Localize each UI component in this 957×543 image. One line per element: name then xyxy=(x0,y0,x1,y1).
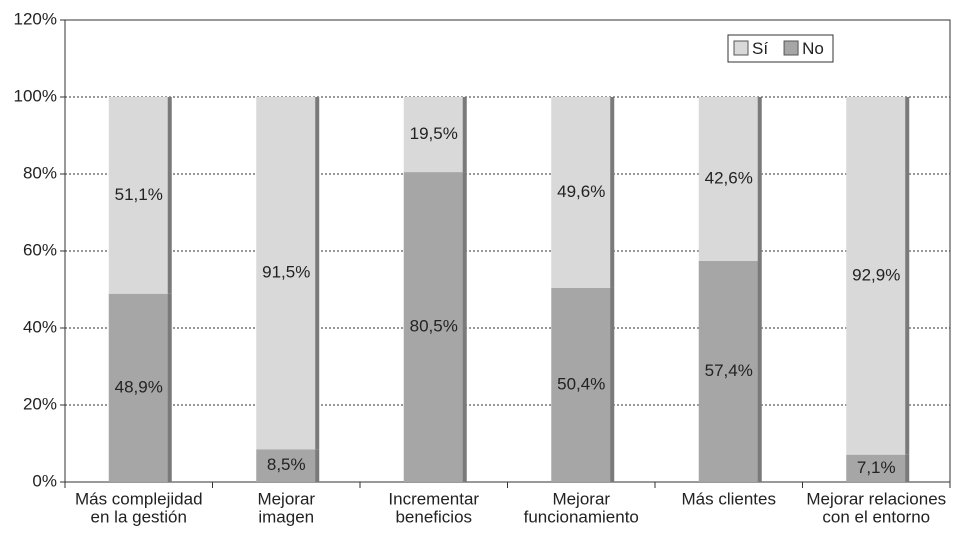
bar-segment xyxy=(698,97,759,262)
y-tick-label: 40% xyxy=(23,317,57,336)
bar-segment xyxy=(551,97,612,288)
value-label: 7,1% xyxy=(857,458,896,477)
legend-label: No xyxy=(802,39,824,58)
x-tick-label: Incrementar xyxy=(388,489,479,508)
y-tick-label: 0% xyxy=(32,471,57,490)
bar-segment xyxy=(108,293,169,482)
y-tick-label: 60% xyxy=(23,240,57,259)
bar-edge xyxy=(905,454,910,482)
y-tick-label: 80% xyxy=(23,163,57,182)
bar-edge xyxy=(315,97,320,450)
value-label: 80,5% xyxy=(410,317,458,336)
x-tick-label: en la gestión xyxy=(91,507,187,526)
y-tick-label: 120% xyxy=(14,9,57,28)
bar-segment xyxy=(256,97,317,450)
y-tick-label: 100% xyxy=(14,86,57,105)
value-label: 42,6% xyxy=(705,168,753,187)
value-label: 50,4% xyxy=(557,374,605,393)
value-label: 92,9% xyxy=(852,265,900,284)
value-label: 19,5% xyxy=(410,124,458,143)
bar-edge xyxy=(462,172,467,482)
value-label: 51,1% xyxy=(115,185,163,204)
x-tick-label: Más complejidad xyxy=(75,489,203,508)
x-tick-label: Más clientes xyxy=(682,489,776,508)
bar-edge xyxy=(462,97,467,173)
bar-segment xyxy=(551,287,612,482)
x-tick-label: con el entorno xyxy=(822,507,930,526)
bar-segment xyxy=(698,261,759,482)
legend-swatch xyxy=(733,40,749,56)
x-tick-label: beneficios xyxy=(395,507,472,526)
value-label: 57,4% xyxy=(705,361,753,380)
bar-edge xyxy=(167,293,172,482)
x-tick-label: Mejorar xyxy=(257,489,315,508)
bar-segment xyxy=(403,172,464,482)
bar-edge xyxy=(315,449,320,482)
x-tick-label: funcionamiento xyxy=(524,507,639,526)
x-tick-label: Mejorar relaciones xyxy=(806,489,946,508)
bar-segment xyxy=(108,97,169,294)
bar-edge xyxy=(757,261,762,482)
y-tick-label: 20% xyxy=(23,394,57,413)
x-tick-label: Mejorar xyxy=(552,489,610,508)
legend-swatch xyxy=(783,40,799,56)
bar-segment xyxy=(846,97,907,455)
bar-edge xyxy=(610,97,615,288)
bar-edge xyxy=(167,97,172,294)
legend-label: Sí xyxy=(752,39,768,58)
bar-segment xyxy=(846,454,907,482)
bar-edge xyxy=(905,97,910,455)
x-tick-label: imagen xyxy=(258,507,314,526)
value-label: 49,6% xyxy=(557,182,605,201)
value-label: 91,5% xyxy=(262,263,310,282)
bar-segment xyxy=(403,97,464,173)
bar-edge xyxy=(610,287,615,482)
value-label: 8,5% xyxy=(267,455,306,474)
bar-edge xyxy=(757,97,762,262)
bar-segment xyxy=(256,449,317,482)
value-label: 48,9% xyxy=(115,377,163,396)
